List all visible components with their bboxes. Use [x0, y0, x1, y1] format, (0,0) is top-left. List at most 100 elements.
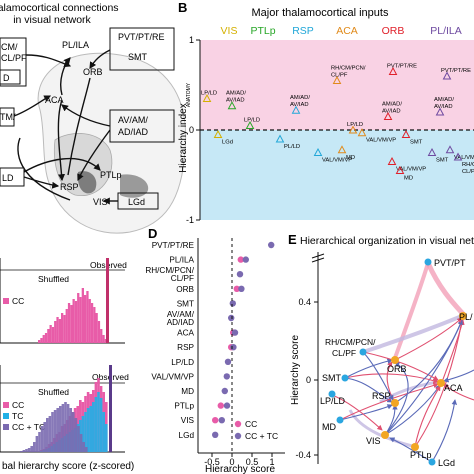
b-label-1-0: LGd	[222, 140, 233, 146]
column-header-rsp: RSP	[292, 25, 314, 37]
edge-lpld-vis	[331, 394, 383, 431]
node-aca	[437, 379, 445, 387]
b-label-10-0: VAL/VM/VP	[366, 138, 396, 144]
edge-aca-pl	[441, 319, 465, 383]
c-bot-cctc-bar-10	[46, 418, 49, 452]
c-bot-tc-bar-22	[97, 392, 100, 452]
c-bot-tc-bar-25	[105, 424, 108, 452]
b-label-4-0: PL/LD	[284, 144, 300, 150]
d-row-label-2-0: RH/CM/PCN/	[145, 266, 194, 275]
b-label-8-0: LP/LD	[347, 122, 363, 128]
panel-e-ylabel: Hierarchy score	[290, 335, 301, 405]
edge-ld-ptlp	[348, 409, 413, 448]
panel-c-top-observed-bar	[106, 258, 109, 343]
panel-b-tick-label-2: -1	[186, 215, 194, 225]
d-row-label-10-0: MD	[181, 387, 194, 396]
edge-pvt-pl	[425, 261, 466, 317]
c-top-bar-22	[88, 299, 91, 343]
c-top-bar-6	[51, 327, 55, 343]
arrow-ld-to-rsp	[23, 176, 60, 189]
box-cm-clpf	[0, 37, 27, 87]
c-bot-cctc-bar-19	[69, 408, 72, 452]
b-label-12-1: AV/IAD	[382, 109, 401, 115]
panel-c-legend-cctc: CC + TC	[12, 422, 45, 432]
panel-d-legend-cc: CC	[245, 419, 257, 429]
d-row-label-3-0: ORB	[176, 285, 194, 294]
b-marker-20	[453, 152, 463, 161]
panel-c-legend-cc: CC	[12, 400, 24, 410]
column-header-pl-ila: PL/ILA	[430, 25, 462, 37]
c-bot-cctc-bar-0	[20, 451, 23, 452]
d-row-label-2-1: CL/PF	[171, 274, 194, 283]
panel-d-xlabel: Hierarchy score	[205, 464, 275, 474]
arrow-ld-to-ptlp	[23, 157, 101, 173]
c-top-bar-8	[56, 317, 59, 343]
node-pl	[459, 312, 467, 320]
b-label-20-1: CL/PF	[462, 169, 474, 175]
b-marker-1	[213, 129, 223, 138]
node-rh	[359, 348, 367, 356]
arrow-aca-to-pl	[60, 57, 71, 96]
c-top-bar-17	[77, 293, 80, 343]
c-bot-cctc-bar-17	[64, 402, 67, 452]
c-top-bar-4	[47, 329, 50, 343]
panel-d-letter: D	[148, 226, 157, 241]
b-marker-2	[227, 101, 237, 110]
c-bot-cctc-bar-15	[59, 406, 62, 452]
label-pl-ila: PL/ILA	[62, 40, 89, 50]
b-label-7-1: CL/PF	[331, 73, 348, 79]
c-bot-tc-bar-17	[84, 412, 87, 452]
node-orb-label: ORB	[387, 364, 407, 374]
edge-vis-aca	[384, 384, 441, 436]
b-label-5-1: AV/IAD	[290, 102, 309, 108]
c-bot-cctc-bar-6	[35, 436, 39, 452]
c-bot-tc-bar-18	[86, 408, 90, 452]
c-top-bar-28	[102, 335, 105, 343]
d-cctc-point-2	[236, 271, 244, 278]
c-top-bar-16	[74, 301, 78, 343]
label-tm: TM/	[0, 112, 16, 122]
edge-rsp-aca	[379, 380, 438, 404]
c-bot-cctc-bar-12	[51, 412, 54, 452]
b-marker-19	[445, 145, 455, 154]
edge-rh-aca	[362, 351, 439, 381]
c-top-bar-5	[49, 325, 52, 343]
c-bot-cctc-bar-22	[77, 426, 80, 452]
edge-right-aca	[443, 369, 474, 383]
b-label-9-0: MD	[346, 155, 355, 161]
b-marker-3	[245, 120, 255, 129]
label-cm: CM/	[1, 42, 18, 52]
panel-b: B Major thalamocortical inputs VIS PTLp RS…	[178, 0, 474, 225]
positive-region-background	[200, 40, 474, 130]
panel-c-legend-tc: TC	[12, 411, 23, 421]
panel-c-bottom-histogram	[20, 378, 108, 452]
c-bot-cctc-bar-2	[25, 449, 28, 452]
d-cctc-point-3	[238, 285, 245, 292]
b-marker-4	[275, 134, 285, 143]
c-bot-tc-bar-16	[81, 416, 85, 452]
node-rh-label-2: CL/PF	[332, 348, 356, 358]
c-bot-tc-bar-24	[102, 412, 105, 452]
b-label-13-0: SMT	[410, 140, 423, 146]
b-label-6-0: VAL/VM/VP	[322, 158, 352, 164]
panel-c-bottom-shuffled: Shuffled	[38, 387, 69, 397]
label-pvt: PVT/PT/RE	[118, 32, 165, 42]
c-bot-cctc-bar-24	[82, 442, 85, 452]
panel-b-column-headers: VIS PTLp RSP ACA ORB PL/ILA	[221, 25, 462, 37]
panel-e-ytick-label-0: 0.4	[298, 297, 311, 307]
panel-c-top-histogram	[38, 288, 107, 343]
label-smt: SMT	[128, 52, 148, 62]
c-bot-cctc-bar-8	[40, 426, 44, 452]
panel-c: Shuffled Observed CC Shuffled Observed C…	[0, 258, 134, 472]
d-row-label-11-0: PTLp	[174, 402, 194, 411]
d-xtick-label-0: -0.5	[204, 457, 220, 467]
c-top-bar-20	[84, 295, 87, 343]
b-label-11-0: PVT/PT/RE	[387, 64, 417, 70]
c-bot-cctc-bar-7	[38, 432, 41, 452]
c-top-bar-15	[72, 299, 75, 343]
c-top-bar-0	[38, 340, 41, 343]
panel-b-ticks: 1 0 -1	[186, 35, 200, 225]
axis-break-mark-2	[311, 257, 325, 263]
column-header-ptlp: PTLp	[250, 25, 275, 37]
